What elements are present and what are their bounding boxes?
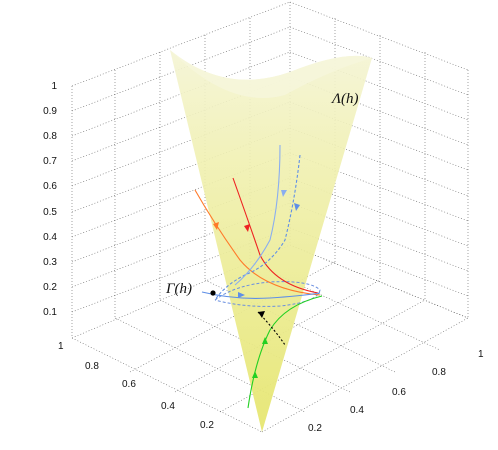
orange-arrow-icon (213, 222, 219, 230)
left-tick-label: 0.6 (122, 379, 136, 390)
right-tick-label: 0.4 (350, 405, 364, 416)
z-tick-label: 0.2 (43, 282, 57, 293)
green-trajectory (247, 295, 323, 409)
right-tick-label: 1 (478, 349, 484, 360)
z-tick-label: 0.5 (43, 207, 57, 218)
blue-right-arrow-icon (238, 292, 245, 298)
right-tick-label: 0.2 (308, 423, 322, 434)
gamma-point (210, 290, 216, 296)
left-tick-label: 0.4 (161, 401, 175, 412)
z-tick-label: 0.8 (43, 131, 57, 142)
light-blue-arrow-icon (281, 190, 287, 197)
right-tick-label: 0.8 (432, 367, 446, 378)
z-tick-label: 0.6 (43, 181, 57, 192)
z-axis: 1 0.9 0.8 0.7 0.6 0.5 0.4 0.3 0.2 0.1 (43, 81, 57, 318)
red-arrow-icon (244, 224, 250, 232)
blue-arrow-icon (294, 203, 300, 211)
right-axis: 1 0.8 0.6 0.4 0.2 (308, 349, 484, 434)
z-tick-label: 1 (51, 81, 57, 92)
blue-dashed-trajectory (214, 154, 301, 301)
red-trajectory (232, 177, 319, 294)
black-arrow-icon (258, 311, 265, 318)
right-tick-label: 0.6 (392, 387, 406, 398)
blue-trajectory (201, 291, 321, 299)
gamma-cycle (214, 281, 321, 307)
left-tick-label: 0.2 (200, 420, 214, 431)
trajectory-arrows (213, 190, 300, 378)
left-tick-label: 0.8 (85, 361, 99, 372)
z-tick-label: 0.1 (43, 307, 57, 318)
z-tick-label: 0.3 (43, 257, 57, 268)
light-blue-trajectory (234, 144, 281, 286)
trajectories (194, 144, 323, 409)
green-arrow-2-icon (262, 337, 268, 344)
orange-trajectory (194, 189, 321, 296)
green-arrow-icon (252, 371, 258, 378)
z-tick-label: 0.4 (43, 232, 57, 243)
left-tick-label: 1 (58, 341, 64, 352)
left-axis: 1 0.8 0.6 0.4 0.2 (58, 341, 214, 431)
lambda-label: Λ(h) (330, 91, 359, 107)
z-tick-label: 0.9 (43, 106, 57, 117)
cone-surface (170, 50, 372, 432)
gamma-label: Γ(h) (165, 281, 192, 297)
z-tick-label: 0.7 (43, 156, 57, 167)
